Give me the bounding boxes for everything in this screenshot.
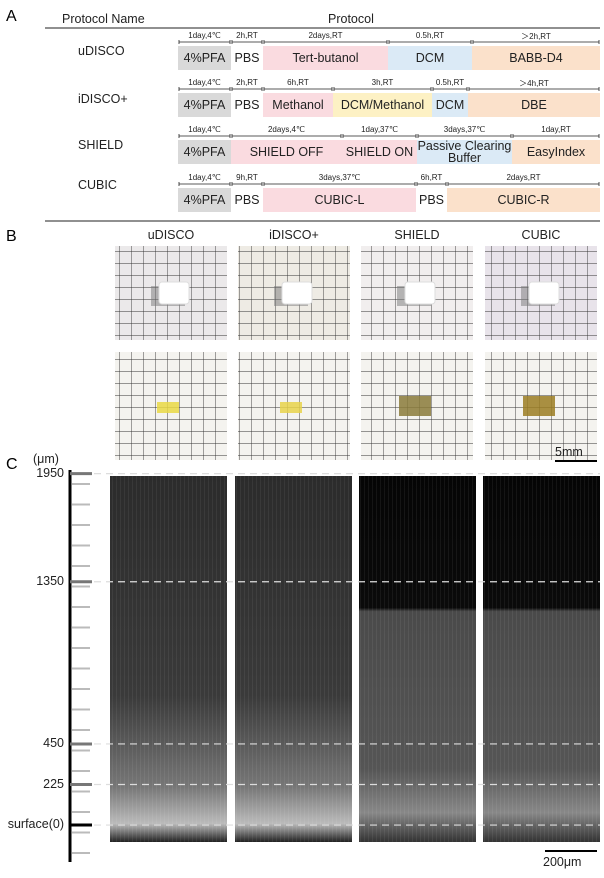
step-box: Tert-butanol [263,46,388,70]
specimen [404,281,436,305]
depth-image-texture [110,476,227,842]
step-box: DCM [388,46,472,70]
column-label: uDISCO [147,228,195,242]
scale-bar-label: 200μm [543,855,582,869]
protocol-name: uDISCO [78,44,125,58]
step-condition: 6h,RT [420,173,443,182]
specimen [281,281,313,305]
specimen [280,402,302,413]
step-box: CUBIC-R [447,188,600,212]
step-box: 4%PFA [178,140,231,164]
header-protocol: Protocol [328,12,374,26]
step-condition: 2days,RT [506,173,541,182]
step-condition: 1day,4℃ [188,125,221,134]
step-box: Passive Clearing Buffer [417,139,512,165]
step-box: PBS [231,46,263,70]
y-tick-label: 450 [43,735,64,750]
column-label: iDISCO+ [269,228,319,242]
step-condition: 2days,4℃ [267,125,305,134]
specimen [523,396,555,416]
step-condition: 0.5h,RT [435,78,465,87]
specimen [399,396,431,416]
depth-image-texture [359,476,476,842]
step-box: DBE [468,93,600,117]
step-condition: 1day,4℃ [188,173,221,182]
step-box: DCM [432,93,468,117]
panel-label: B [6,228,17,245]
step-condition: 1day,RT [541,125,571,134]
step-condition: ＞2h,RT [521,32,551,41]
step-condition: 2h,RT [236,78,258,87]
step-box: PBS [416,188,447,212]
depth-image-texture [483,476,600,842]
protocol-name: SHIELD [78,138,124,152]
step-box: Methanol [263,93,333,117]
scale-bar-label: 5mm [555,445,583,459]
protocol-name: iDISCO+ [78,92,128,106]
step-condition: 3days,37℃ [318,173,361,182]
panel-label: A [6,8,17,25]
column-label: CUBIC [521,228,561,242]
step-condition: 3h,RT [371,78,394,87]
specimen [158,281,190,305]
step-condition: 6h,RT [287,78,309,87]
step-condition: 1day,37℃ [361,125,398,134]
specimen [157,402,179,413]
step-box: DCM/Methanol [333,93,432,117]
step-box: 4%PFA [178,46,231,70]
panel-label: C [6,456,18,473]
y-tick-label: 225 [43,776,64,791]
step-box: PBS [231,93,263,117]
y-tick-label: 1350 [36,573,64,588]
step-condition: 1day,4℃ [188,78,221,87]
step-box: PBS [231,188,263,212]
step-condition: 2days,RT [308,31,343,40]
y-tick-label: surface(0) [7,817,64,832]
step-condition: 9h,RT [236,173,258,182]
step-box: CUBIC-L [263,188,416,212]
step-box: SHIELD OFF [231,140,342,164]
column-label: SHIELD [394,228,440,242]
axis-unit: (μm) [33,452,59,466]
protocol-name: CUBIC [78,178,117,192]
step-box: 4%PFA [178,93,231,117]
step-condition: 3days,37℃ [443,125,486,134]
step-box: 4%PFA [178,188,231,212]
step-box: BABB-D4 [472,46,600,70]
step-condition: 1day,4℃ [188,31,221,40]
specimen [528,281,560,305]
depth-image-texture [235,476,352,842]
step-condition: 0.5h,RT [415,31,445,40]
step-box: EasyIndex [512,140,600,164]
step-condition: 2h,RT [236,31,258,40]
step-box: SHIELD ON [342,140,417,164]
step-condition: ＞4h,RT [519,79,549,88]
y-tick-label: 1950 [36,465,64,480]
header-name: Protocol Name [62,12,145,26]
